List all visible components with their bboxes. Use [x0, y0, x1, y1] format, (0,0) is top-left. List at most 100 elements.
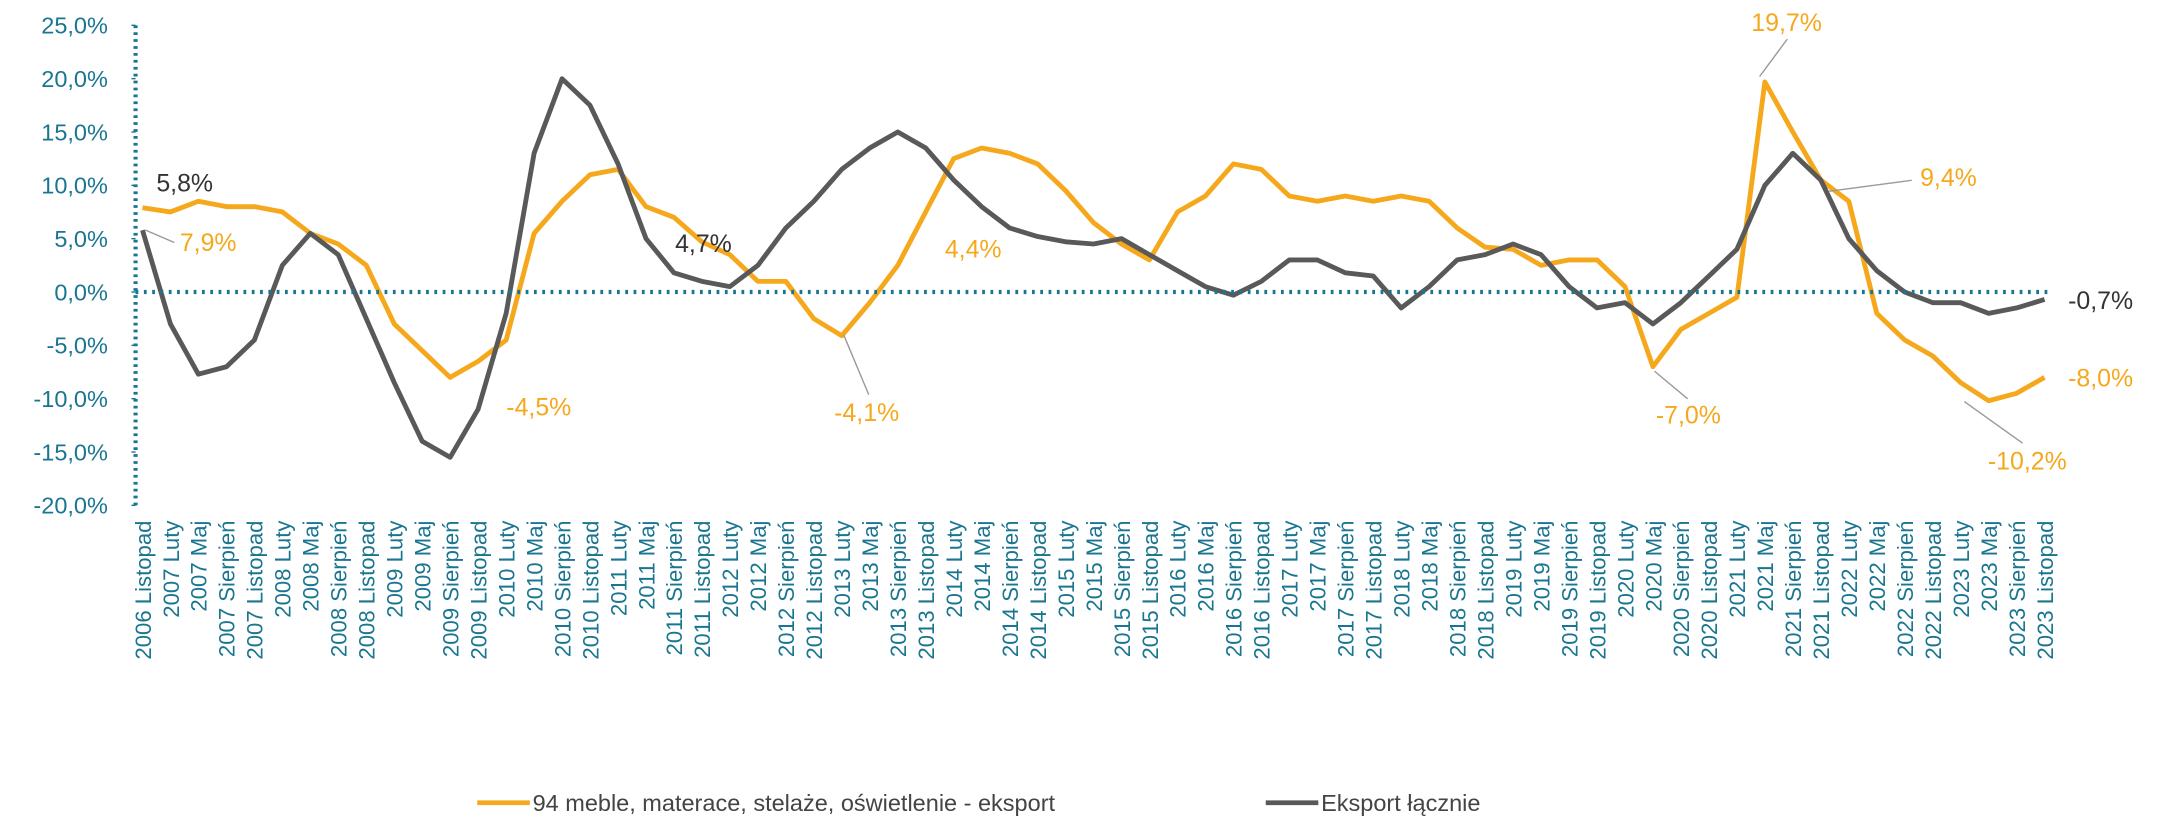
x-tick-label: 2018 Maj [1417, 521, 1442, 612]
x-tick-label: 2009 Sierpień [438, 521, 463, 658]
leader-line [843, 334, 870, 395]
x-tick-label: 2014 Maj [970, 521, 995, 612]
annotation: -0,7% [2068, 287, 2133, 315]
x-tick-label: 2013 Sierpień [886, 521, 911, 658]
x-tick-label: 2012 Luty [718, 520, 743, 618]
x-tick-label: 2023 Sierpień [2005, 521, 2030, 658]
x-tick-label: 2018 Luty [1390, 520, 1415, 618]
x-tick-label: 2012 Listopad [802, 521, 827, 660]
x-tick-label: 2015 Sierpień [1110, 521, 1135, 658]
legend-label: 94 meble, materace, stelaże, oświetlenie… [533, 790, 1056, 816]
x-tick-label: 2012 Maj [746, 521, 771, 612]
y-tick-label: 5,0% [54, 226, 108, 252]
y-tick-label: 20,0% [41, 66, 108, 92]
x-tick-label: 2014 Luty [942, 520, 967, 618]
annotation: 4,4% [945, 236, 1002, 264]
x-tick-label: 2015 Maj [1082, 521, 1107, 612]
x-tick-label: 2016 Listopad [1250, 521, 1275, 660]
leader-line [1963, 401, 2023, 444]
x-tick-label: 2020 Listopad [1697, 521, 1722, 660]
x-tick-label: 2017 Luty [1278, 520, 1303, 618]
x-tick-label: 2008 Luty [271, 520, 296, 618]
x-tick-label: 2013 Luty [830, 520, 855, 618]
x-tick-label: 2023 Maj [1977, 521, 2002, 612]
x-tick-label: 2016 Sierpień [1222, 521, 1247, 658]
x-tick-label: 2010 Luty [494, 520, 519, 618]
series-line [140, 76, 2046, 460]
leader-line [1828, 179, 1912, 193]
x-tick-label: 2007 Sierpień [215, 521, 240, 658]
x-tick-label: 2011 Maj [634, 521, 659, 610]
x-tick-label: 2008 Maj [299, 521, 324, 612]
annotation: -4,1% [834, 399, 899, 427]
x-tick-label: 2020 Maj [1641, 521, 1666, 612]
x-tick-label: 2020 Sierpień [1669, 521, 1694, 658]
x-tick-label: 2020 Luty [1613, 520, 1638, 618]
x-tick-label: 2021 Luty [1725, 520, 1750, 618]
y-tick-label: -5,0% [47, 333, 108, 359]
y-tick-label: 25,0% [41, 13, 108, 39]
x-tick-label: 2023 Luty [1949, 520, 1974, 618]
x-tick-label: 2015 Luty [1054, 520, 1079, 618]
x-tick-label: 2022 Listopad [1921, 521, 1946, 660]
x-tick-label: 2011 Listopad [690, 521, 715, 658]
x-tick-label: 2007 Listopad [243, 521, 268, 660]
x-tick-label: 2017 Sierpień [1334, 521, 1359, 658]
x-tick-label: 2011 Luty [606, 520, 631, 616]
x-tick-label: 2009 Listopad [466, 521, 491, 660]
x-tick-label: 2013 Listopad [914, 521, 939, 660]
x-tick-label: 2017 Listopad [1362, 521, 1387, 660]
x-tick-label: 2012 Sierpień [774, 521, 799, 658]
leader-line [144, 229, 175, 244]
x-tick-label: 2019 Luty [1501, 520, 1526, 618]
x-tick-label: 2010 Sierpień [550, 521, 575, 658]
x-tick-label: 2010 Listopad [578, 521, 603, 660]
x-tick-label: 2022 Maj [1865, 521, 1890, 612]
annotation: -8,0% [2068, 364, 2133, 392]
x-tick-label: 2018 Listopad [1473, 521, 1498, 660]
x-tick-label: 2016 Maj [1194, 521, 1219, 612]
annotation: 9,4% [1920, 164, 1977, 192]
x-tick-label: 2009 Luty [383, 520, 408, 618]
x-tick-label: 2013 Maj [858, 521, 883, 612]
leader-line [1654, 370, 1689, 400]
x-tick-label: 2019 Sierpień [1557, 521, 1582, 658]
annotation: -7,0% [1656, 402, 1721, 430]
x-tick-label: 2007 Luty [159, 520, 184, 618]
y-tick-label: -15,0% [33, 439, 108, 465]
x-tick-label: 2021 Sierpień [1781, 521, 1806, 658]
x-tick-label: 2010 Maj [522, 521, 547, 612]
x-tick-label: 2022 Luty [1837, 520, 1862, 618]
y-tick-label: 10,0% [41, 173, 108, 199]
y-tick-label: -20,0% [33, 493, 108, 519]
annotation: 5,8% [156, 169, 213, 197]
x-tick-label: 2019 Listopad [1585, 521, 1610, 660]
annotation: 7,9% [180, 229, 237, 257]
x-tick-label: 2015 Listopad [1138, 521, 1163, 660]
x-tick-label: 2021 Listopad [1809, 521, 1834, 660]
x-tick-label: 2021 Maj [1753, 521, 1778, 612]
x-tick-label: 2016 Luty [1166, 520, 1191, 618]
x-tick-label: 2014 Sierpień [998, 521, 1023, 658]
x-tick-label: 2008 Listopad [355, 521, 380, 660]
x-tick-label: 2018 Sierpień [1445, 521, 1470, 658]
x-tick-label: 2011 Sierpień [662, 521, 687, 656]
leader-line [1759, 38, 1788, 77]
series-line [142, 79, 2046, 404]
x-tick-label: 2022 Sierpień [1893, 521, 1918, 658]
x-tick-label: 2023 Listopad [2033, 521, 2058, 660]
x-tick-label: 2019 Maj [1529, 521, 1554, 612]
y-tick-label: 15,0% [41, 119, 108, 145]
x-tick-label: 2017 Maj [1306, 521, 1331, 612]
y-tick-label: -10,0% [33, 386, 108, 412]
annotation: -4,5% [506, 393, 571, 421]
annotation: 4,7% [675, 230, 732, 258]
x-tick-label: 2007 Maj [187, 521, 212, 612]
x-tick-label: 2008 Sierpień [327, 521, 352, 658]
y-tick-label: 0,0% [54, 279, 108, 305]
x-tick-label: 2009 Maj [411, 521, 436, 612]
legend-label: Eksport łącznie [1321, 790, 1480, 816]
annotation: -10,2% [1988, 447, 2067, 475]
